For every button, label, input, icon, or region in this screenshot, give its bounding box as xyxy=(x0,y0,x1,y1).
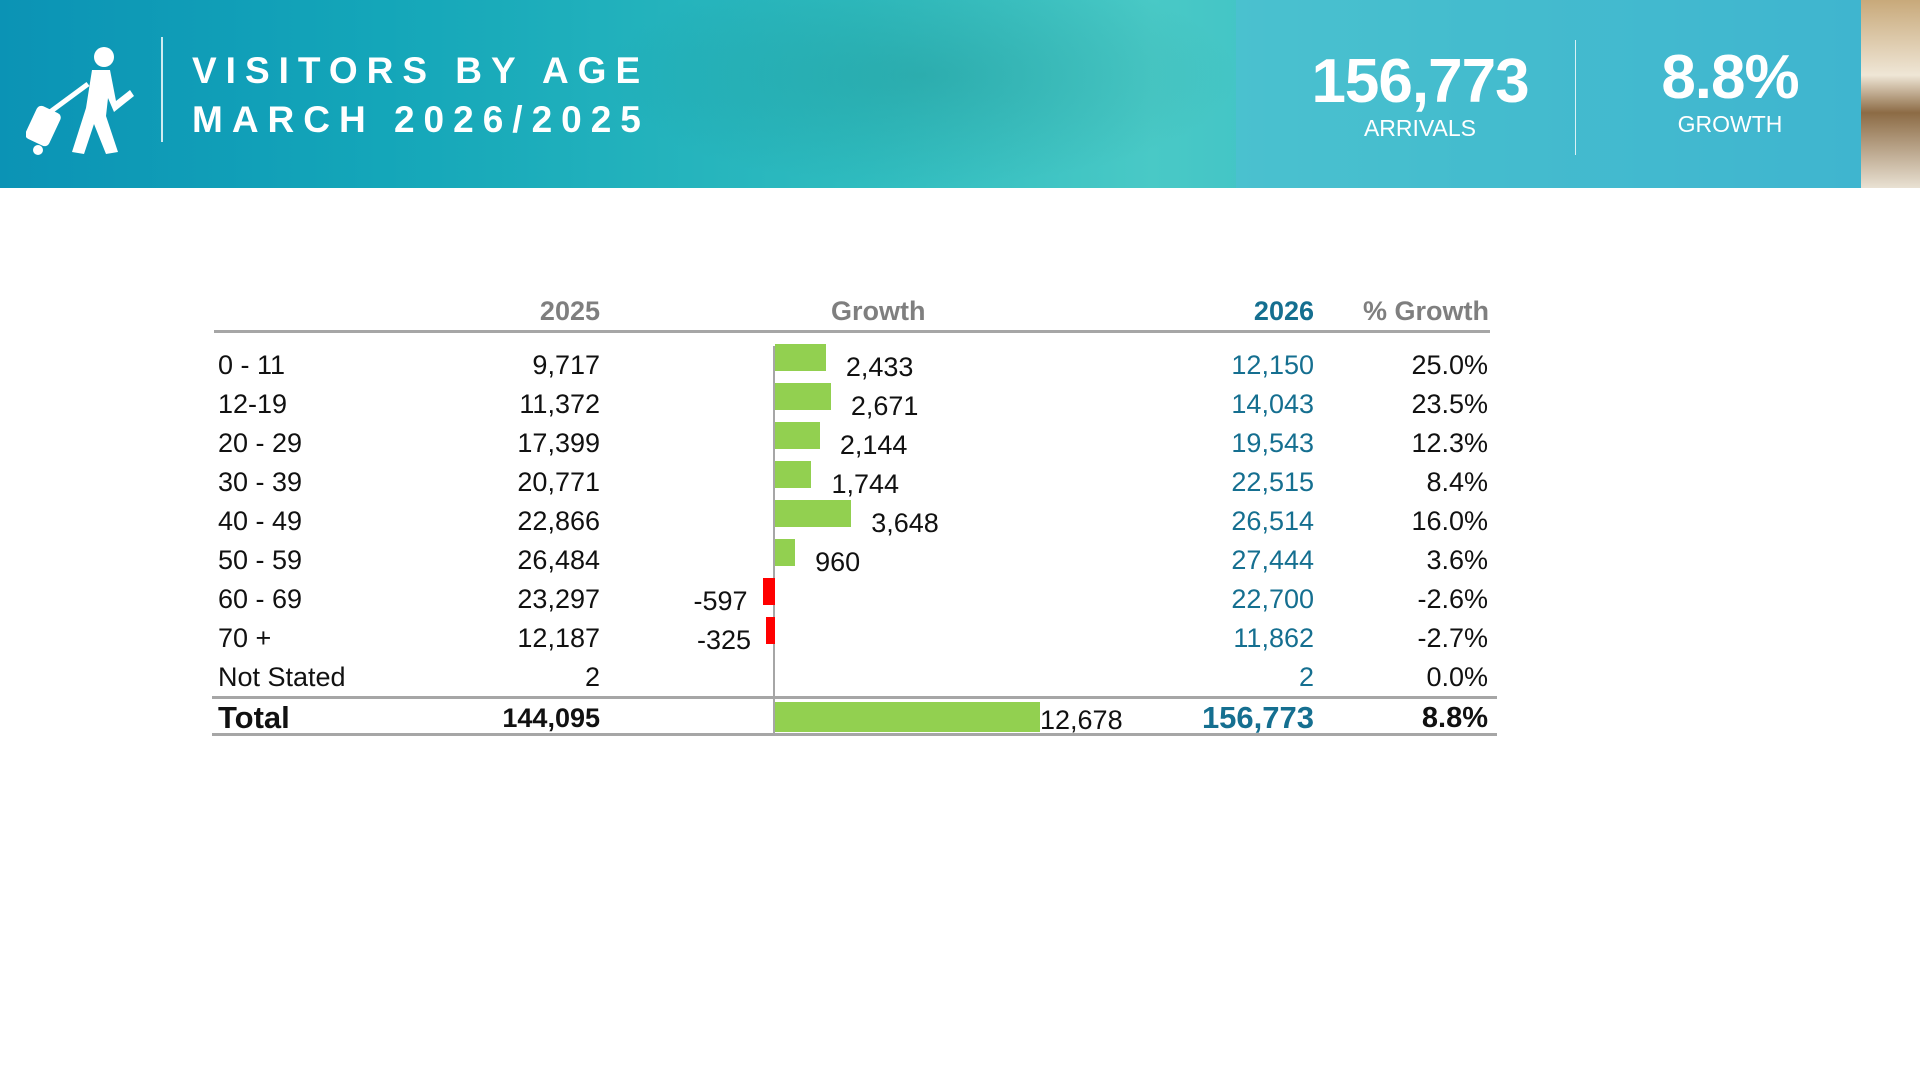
value-2026: 22,515 xyxy=(1231,467,1314,497)
pct-growth: 25.0% xyxy=(1411,350,1488,380)
pct-growth: -2.6% xyxy=(1417,584,1488,614)
growth-bar-positive xyxy=(775,344,826,371)
age-group-label: 20 - 29 xyxy=(218,428,303,458)
age-group-label: 40 - 49 xyxy=(218,506,303,536)
pct-growth: 8.8% xyxy=(1421,702,1488,734)
growth-bar-positive xyxy=(775,461,812,488)
growth-bar-positive xyxy=(775,500,852,527)
growth-value-label: 12,678 xyxy=(1040,705,1123,735)
age-group-label: 50 - 59 xyxy=(218,545,303,575)
total-rule-bottom xyxy=(212,733,1497,736)
kpi-arrivals: 156,773 ARRIVALS xyxy=(1300,47,1540,141)
growth-value-label: 960 xyxy=(815,547,861,577)
age-group-label: 12-19 xyxy=(218,389,288,419)
beach-edge xyxy=(1861,0,1920,188)
value-2025: 9,717 xyxy=(532,350,600,380)
col-header-2026: 2026 xyxy=(1253,296,1314,326)
pct-growth: 0.0% xyxy=(1426,662,1488,692)
age-group-label: 0 - 11 xyxy=(218,350,286,380)
value-2026: 27,444 xyxy=(1231,545,1314,575)
pct-growth: 16.0% xyxy=(1411,506,1488,536)
kpi-growth-label: GROWTH xyxy=(1677,111,1783,137)
kpi-growth-value: 8.8% xyxy=(1661,43,1799,112)
growth-value-label: -597 xyxy=(693,586,748,616)
pct-growth: -2.7% xyxy=(1417,623,1488,653)
ocean-texture xyxy=(600,0,1240,188)
value-2025: 144,095 xyxy=(502,703,600,733)
value-2025: 26,484 xyxy=(517,545,600,575)
kpi-arrivals-value: 156,773 xyxy=(1311,47,1529,116)
value-2026: 2 xyxy=(1298,662,1314,692)
age-group-label: 30 - 39 xyxy=(218,467,303,497)
growth-bar-positive xyxy=(775,539,796,566)
value-2026: 11,862 xyxy=(1233,623,1314,653)
value-2026: 26,514 xyxy=(1231,506,1314,536)
age-group-label: Total xyxy=(218,700,290,735)
page-title: VISITORS BY AGE xyxy=(192,50,650,91)
growth-bar-negative xyxy=(762,578,775,605)
header-divider xyxy=(161,37,163,142)
value-2025: 17,399 xyxy=(517,428,600,458)
value-2026: 22,700 xyxy=(1231,584,1314,614)
growth-value-label: 2,671 xyxy=(850,391,919,421)
col-header-pct-growth: % Growth xyxy=(1363,296,1489,326)
pct-growth: 23.5% xyxy=(1411,389,1488,419)
pct-growth: 8.4% xyxy=(1426,467,1488,497)
value-2026: 19,543 xyxy=(1231,428,1314,458)
growth-bar-positive xyxy=(775,383,831,410)
col-header-2025: 2025 xyxy=(539,296,600,326)
growth-bar-positive xyxy=(775,422,820,449)
age-group-label: 70 + xyxy=(218,623,272,653)
growth-axis xyxy=(773,346,775,734)
value-2025: 11,372 xyxy=(519,389,600,419)
header-rule xyxy=(214,330,1490,333)
value-2026: 156,773 xyxy=(1201,700,1314,735)
growth-value-label: -325 xyxy=(696,625,751,655)
growth-value-label: 2,144 xyxy=(839,430,908,460)
kpi-panel xyxy=(1236,0,1861,188)
value-2025: 20,771 xyxy=(517,467,600,497)
value-2025: 12,187 xyxy=(517,623,600,653)
growth-value-label: 3,648 xyxy=(871,508,939,538)
pct-growth: 12.3% xyxy=(1411,428,1488,458)
kpi-growth: 8.8% GROWTH xyxy=(1620,43,1840,137)
age-group-label: 60 - 69 xyxy=(218,584,303,614)
growth-value-label: 1,744 xyxy=(831,469,900,499)
kpi-arrivals-label: ARRIVALS xyxy=(1363,115,1477,141)
value-2026: 12,150 xyxy=(1231,350,1314,380)
value-2025: 2 xyxy=(584,662,600,692)
total-rule-top xyxy=(212,696,1497,699)
pct-growth: 3.6% xyxy=(1426,545,1488,575)
value-2025: 23,297 xyxy=(517,584,600,614)
page-subtitle: MARCH 2026/2025 xyxy=(192,99,650,140)
growth-value-label: 2,433 xyxy=(845,352,914,382)
growth-bar-negative xyxy=(766,617,775,644)
kpi-divider xyxy=(1575,40,1576,155)
header-banner: VISITORS BY AGE MARCH 2026/2025 156,773 … xyxy=(0,0,1920,188)
value-2025: 22,866 xyxy=(517,506,600,536)
value-2026: 14,043 xyxy=(1231,389,1314,419)
traveler-with-luggage-icon xyxy=(26,47,134,155)
col-header-growth: Growth xyxy=(831,296,926,326)
growth-bar-positive xyxy=(775,702,1040,732)
age-group-label: Not Stated xyxy=(218,662,346,692)
